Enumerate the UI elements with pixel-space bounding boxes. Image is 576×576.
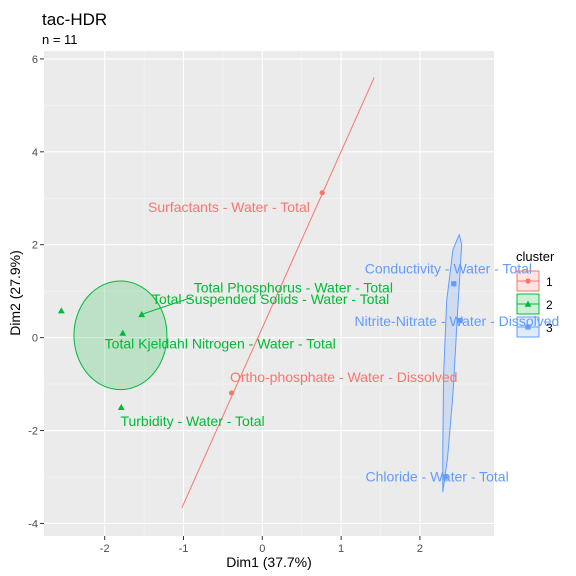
label-conductivity-water-total: Conductivity - Water - Total <box>365 261 532 277</box>
x-axis-ticks: -2 -1 0 1 2 <box>100 536 423 555</box>
legend-marker-1 <box>525 278 531 284</box>
cluster-ellipse-1 <box>181 77 375 508</box>
grid-major <box>44 51 494 536</box>
label-chloride-water-total: Chloride - Water - Total <box>366 469 509 485</box>
legend: cluster 1 2 3 <box>516 249 555 338</box>
point-total-kjeldahl-nitrogen-water-total <box>119 329 127 336</box>
y-tick-label: 4 <box>32 147 38 159</box>
data-points <box>57 190 463 480</box>
label-turbidity-water-total: Turbidity - Water - Total <box>120 413 264 429</box>
label-surfactants-water-total: Surfactants - Water - Total <box>148 199 310 215</box>
label-connector-total-phosphorus <box>141 296 192 315</box>
grid-minor <box>44 51 494 536</box>
y-tick-label: 0 <box>32 333 38 345</box>
chart-subtitle: n = 11 <box>42 32 78 47</box>
plot-panel <box>44 51 494 536</box>
y-tick-label: -4 <box>28 518 38 530</box>
legend-label-1: 1 <box>546 275 553 289</box>
x-axis-label: Dim1 (37.7%) <box>226 554 312 570</box>
label-total-kjeldahl-nitrogen-water-total: Total Kjeldahl Nitrogen - Water - Total <box>105 335 336 351</box>
y-tick-label: -2 <box>28 426 38 438</box>
label-nitrite-nitrate-water-dissolved: Nitrite-Nitrate - Water - Dissolved <box>355 313 560 329</box>
chart-title: tac-HDR <box>42 10 107 29</box>
label-total-phosphorus-water-total: Total Phosphorus - Water - Total <box>194 280 393 296</box>
y-axis-ticks: -4 -2 0 2 4 6 <box>28 54 44 530</box>
legend-label-2: 2 <box>546 298 553 312</box>
x-tick-label: 0 <box>259 543 265 555</box>
x-tick-label: 2 <box>417 543 423 555</box>
point-labels: Surfactants - Water - Total Ortho-phospha… <box>105 199 560 484</box>
point-ortho-phosphate-water-dissolved <box>228 390 235 396</box>
legend-marker-2 <box>524 300 532 307</box>
point-turbidity-water-total <box>117 403 125 411</box>
point-chloride-water-total <box>442 474 448 480</box>
point-conductivity-water-total <box>451 281 457 287</box>
legend-label-3: 3 <box>546 321 553 335</box>
legend-title: cluster <box>516 249 555 264</box>
y-axis-label: Dim2 (27.9%) <box>7 250 23 336</box>
point-total-suspended-solids-water-total <box>57 307 65 314</box>
y-tick-label: 2 <box>32 240 38 252</box>
point-surfactants-water-total <box>319 190 325 196</box>
legend-marker-3 <box>525 324 531 330</box>
x-tick-label: 1 <box>338 543 344 555</box>
x-tick-label: -2 <box>100 543 110 555</box>
cluster-ellipse-3 <box>442 234 463 493</box>
label-ortho-phosphate-water-dissolved: Ortho-phosphate - Water - Dissolved <box>230 369 457 385</box>
point-nitrite-nitrate-water-dissolved <box>457 317 463 324</box>
label-total-suspended-solids-water-total: Total Suspended Solids - Water - Total <box>152 291 389 307</box>
y-tick-label: 6 <box>32 54 38 66</box>
x-tick-label: -1 <box>179 543 189 555</box>
